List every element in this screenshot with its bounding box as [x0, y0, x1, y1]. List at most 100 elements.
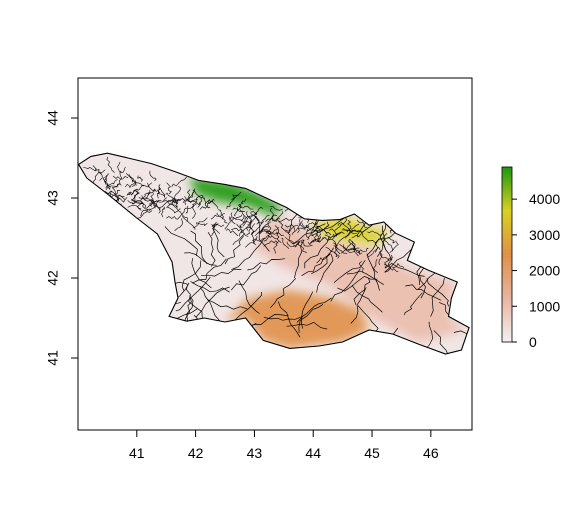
admin-boundary [131, 182, 145, 187]
y-tick-label: 41 [45, 350, 61, 366]
admin-boundary [277, 219, 290, 233]
admin-boundary [274, 231, 285, 236]
admin-boundary [105, 179, 118, 189]
admin-boundary [367, 237, 383, 244]
elevation-zone-mid [225, 290, 370, 349]
admin-boundary [102, 176, 111, 190]
x-tick-label: 44 [305, 445, 321, 461]
admin-boundary [239, 216, 251, 226]
admin-boundary [353, 277, 371, 305]
admin-boundary [258, 228, 273, 236]
admin-boundary [239, 198, 247, 208]
admin-boundary [390, 216, 429, 232]
admin-boundary [426, 240, 467, 254]
admin-boundary [301, 291, 314, 329]
admin-boundary [238, 205, 254, 210]
admin-boundary [171, 176, 187, 187]
country-outline [77, 152, 470, 355]
admin-boundary [163, 200, 178, 208]
admin-boundary [128, 295, 157, 310]
admin-boundary [349, 239, 361, 254]
admin-boundary [196, 222, 208, 227]
admin-boundary [177, 210, 188, 222]
admin-boundary [405, 284, 442, 301]
admin-boundary [325, 247, 338, 257]
admin-boundary [207, 299, 248, 310]
admin-boundary [311, 247, 334, 275]
admin-boundary [197, 195, 204, 208]
admin-boundary [239, 223, 249, 237]
x-tick-label: 43 [247, 445, 263, 461]
admin-boundary [83, 167, 97, 172]
admin-boundary [450, 256, 470, 277]
admin-boundary [165, 192, 179, 202]
map-layer [77, 152, 470, 355]
admin-boundary [138, 190, 151, 199]
admin-boundary [286, 321, 328, 330]
admin-boundary [119, 166, 126, 179]
admin-boundary [351, 284, 383, 313]
admin-boundary [172, 198, 185, 204]
admin-boundary [149, 170, 157, 182]
admin-boundary [185, 204, 194, 214]
admin-boundary [204, 198, 215, 204]
admin-boundary [333, 244, 348, 254]
admin-boundary [247, 258, 286, 271]
admin-boundary [174, 185, 182, 201]
admin-boundary [444, 237, 469, 265]
admin-boundary [284, 236, 300, 245]
admin-boundary [192, 258, 227, 284]
admin-boundary [231, 191, 242, 201]
admin-boundary [211, 223, 225, 228]
admin-boundary [269, 207, 274, 221]
admin-boundary [210, 213, 225, 220]
admin-boundary [224, 216, 231, 230]
admin-boundary [151, 198, 161, 211]
admin-boundary [157, 187, 165, 197]
admin-boundary [334, 235, 348, 247]
admin-boundary [191, 258, 212, 289]
admin-boundary [449, 292, 470, 307]
admin-boundary [231, 228, 245, 232]
admin-boundary [92, 169, 100, 184]
admin-boundary [382, 238, 389, 253]
admin-boundary [144, 189, 157, 196]
admin-boundary [259, 221, 272, 235]
admin-boundary [267, 217, 274, 231]
admin-boundary [367, 230, 383, 236]
admin-boundary [156, 187, 161, 199]
legend-tick-label: 0 [529, 334, 537, 350]
x-tick-label: 42 [188, 445, 204, 461]
admin-boundary [269, 206, 283, 211]
admin-boundary [124, 181, 137, 189]
admin-boundary [330, 268, 361, 302]
admin-boundary [127, 204, 142, 211]
admin-boundary [270, 278, 297, 309]
admin-boundary [184, 196, 198, 203]
admin-boundary [346, 270, 384, 285]
admin-boundary [201, 268, 242, 277]
admin-boundary [297, 218, 301, 234]
admin-boundary [384, 258, 393, 273]
admin-boundary [248, 206, 264, 219]
admin-boundary [231, 215, 245, 222]
admin-boundary [175, 276, 211, 312]
admin-boundary [265, 227, 279, 234]
admin-boundary [218, 209, 224, 220]
admin-boundary [312, 229, 323, 243]
admin-boundary [307, 238, 321, 246]
admin-boundary [117, 161, 122, 173]
admin-boundary [130, 194, 147, 202]
legend-tick-label: 4000 [529, 191, 560, 207]
admin-boundary [292, 223, 326, 245]
admin-boundary [246, 223, 256, 235]
admin-boundary [207, 232, 216, 267]
admin-boundary [149, 192, 154, 207]
admin-boundary [192, 189, 205, 200]
admin-boundary [204, 197, 211, 209]
admin-boundary [150, 197, 167, 205]
admin-boundary [281, 238, 290, 249]
admin-boundary [127, 188, 138, 196]
admin-boundary [314, 220, 319, 234]
admin-boundary [106, 156, 115, 173]
